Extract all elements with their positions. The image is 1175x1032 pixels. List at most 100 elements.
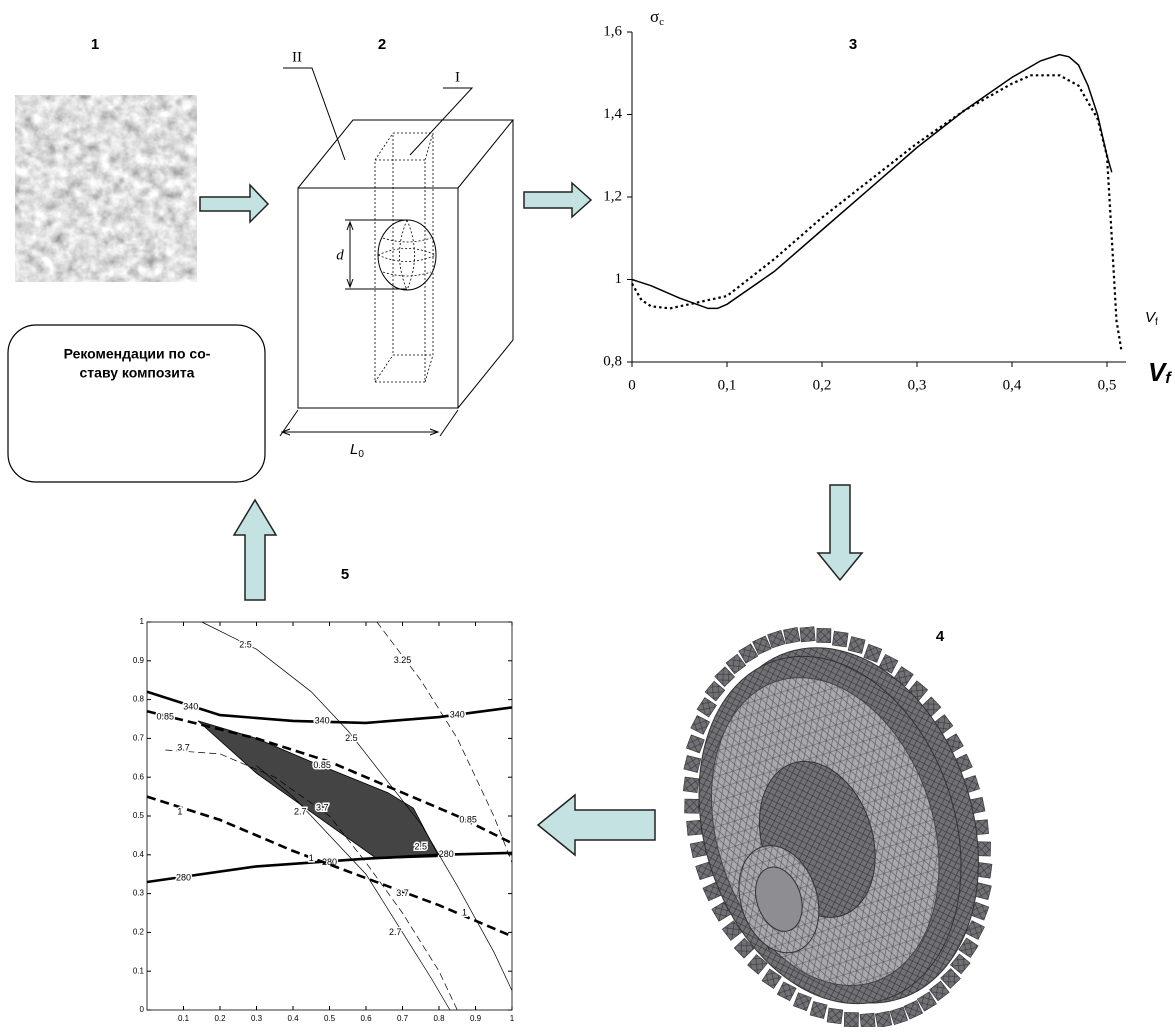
gear-tooth (827, 1008, 843, 1024)
gear-tooth (875, 1011, 892, 1027)
y-label-sub: c (659, 16, 664, 28)
x-tick-label: 0,2 (813, 377, 832, 393)
panel-number: 4 (936, 628, 945, 645)
x-tick-label: 0,1 (718, 377, 737, 393)
y-tick-label: 1 (140, 617, 145, 626)
contour-label: 0.85 (313, 760, 331, 770)
contour-label: 340 (450, 709, 465, 719)
length-symbol: L (350, 441, 358, 458)
y-tick-label: 1,4 (603, 106, 622, 122)
contour-label: 2.5 (239, 640, 252, 650)
contour-label: 1 (309, 853, 314, 863)
gear-tooth (832, 631, 848, 647)
y-axis-label: σc (650, 7, 664, 28)
y-tick-label: 0.2 (133, 928, 145, 937)
gear-tooth (860, 1013, 875, 1027)
arrow-left (538, 795, 655, 855)
panel-number: 3 (849, 36, 857, 53)
diameter-label: d (336, 247, 344, 263)
cell-label: I (455, 69, 460, 85)
gear-tooth (848, 637, 865, 654)
gear-tooth (683, 777, 699, 793)
gear-tooth (685, 799, 699, 813)
arrow-right (524, 183, 591, 217)
gear-tooth (844, 1012, 858, 1026)
cell-drawing (280, 68, 513, 436)
gear-tooth (691, 716, 710, 735)
arrow-right (200, 185, 268, 222)
gear-tooth (687, 820, 702, 835)
gear-tooth (800, 627, 815, 642)
panel-number: 2 (378, 36, 386, 53)
contour-label: 3.7 (396, 888, 409, 898)
x-tick-label: 0.3 (251, 1014, 263, 1023)
arrow-down (818, 485, 862, 580)
contour-label: 3.7 (316, 803, 329, 813)
x-tick-label: 0.7 (397, 1014, 409, 1023)
gear-tooth (890, 1007, 908, 1025)
x-label-sub: f (1155, 317, 1158, 328)
contour-chart: 3403403402802802800.850.850.851112.52.52… (133, 617, 515, 1023)
y-tick-label: 0.6 (133, 772, 145, 781)
y-tick-label: 0.9 (133, 656, 145, 665)
gear-tooth (684, 755, 701, 772)
x-tick-label: 0.8 (433, 1014, 445, 1023)
y-tick-label: 0.5 (133, 811, 145, 820)
contour-label: 340 (315, 715, 330, 725)
gear-tooth (697, 698, 716, 717)
gear-image (634, 587, 1040, 1027)
y-tick-label: 1,6 (603, 23, 622, 39)
y-tick-label: 0.7 (133, 734, 145, 743)
microstructure-image (15, 95, 197, 282)
contour-label: 340 (183, 702, 198, 712)
page: 1 2 3 4 5 II I d L0 Рекомендации по со- … (0, 0, 1175, 1027)
x-tick-label: 0,3 (908, 377, 927, 393)
contour-label: 2.7 (389, 927, 402, 937)
gear-tooth (783, 627, 800, 644)
gear-tooth (817, 628, 831, 642)
y-tick-label: 0,8 (603, 353, 622, 369)
y-tick-label: 0.3 (133, 889, 145, 898)
x-tick-label: 0.5 (324, 1014, 336, 1023)
y-tick-label: 0.1 (133, 966, 145, 975)
y-tick-label: 0 (140, 1005, 145, 1014)
gear-tooth (810, 1001, 827, 1018)
x-axis-label-large: Vf (1148, 357, 1172, 387)
contour-label: 0.85 (156, 711, 174, 721)
gear-tooth (686, 735, 704, 753)
x-label-sub: f (1165, 370, 1172, 387)
contour-label: 280 (176, 872, 191, 882)
series-line (632, 55, 1112, 309)
y-tick-label: 1 (615, 271, 623, 287)
x-tick-label: 0 (628, 377, 636, 393)
x-tick-label: 0.6 (360, 1014, 372, 1023)
x-tick-label: 0.1 (178, 1014, 190, 1023)
y-tick-label: 0.4 (133, 850, 145, 859)
contour-label: 0.85 (459, 814, 477, 824)
contour-label: 3.25 (394, 655, 412, 665)
gear-tooth (768, 630, 786, 648)
x-tick-label: 0.4 (287, 1014, 299, 1023)
feasible-region (198, 721, 439, 859)
x-tick-label: 0.9 (470, 1014, 482, 1023)
contour-label: 1 (462, 907, 467, 917)
x-tick-label: 0,4 (1003, 377, 1022, 393)
y-tick-label: 0.8 (133, 695, 145, 704)
gear-tooth (793, 993, 811, 1011)
contour-label: 2.7 (294, 806, 307, 816)
panel-number: 1 (91, 36, 99, 53)
contour-label: 2.5 (414, 841, 427, 851)
x-tick-label: 0,5 (1098, 377, 1117, 393)
panel-number: 5 (341, 566, 349, 583)
length-sub: 0 (358, 449, 364, 460)
contour-label: 3.7 (177, 742, 190, 752)
strength-chart: 0,8 1 1,2 1,4 1,6 0 0,1 0,2 0,3 0,4 0,5 σc Vf Vf (603, 7, 1172, 394)
x-tick-label: 0.2 (214, 1014, 226, 1023)
recommendation-text: ставу композита (80, 365, 195, 381)
x-axis-label: Vf (1145, 309, 1158, 328)
series-line (632, 75, 1121, 349)
gear-tooth (777, 982, 796, 1001)
length-label: L0 (350, 441, 364, 460)
recommendation-text: Рекомендации по со- (64, 346, 211, 362)
y-tick-label: 1,2 (603, 188, 622, 204)
